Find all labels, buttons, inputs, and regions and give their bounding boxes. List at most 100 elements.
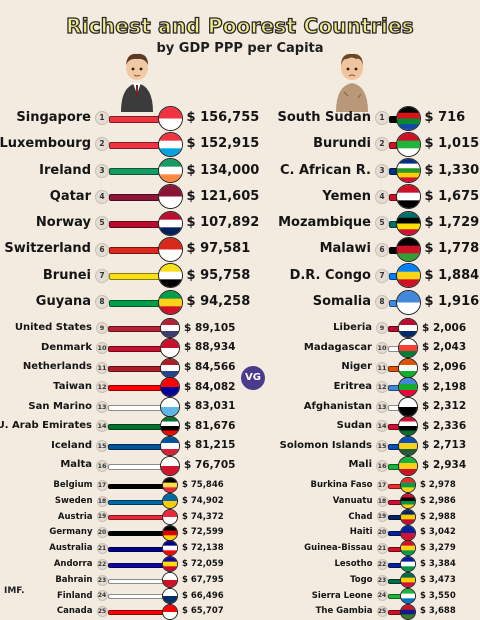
country-name: Taiwan — [53, 381, 92, 392]
country-name: Qatar — [49, 188, 91, 204]
flag-icon — [157, 184, 183, 210]
flag-icon — [395, 263, 421, 289]
value-label: $ 1,778 — [424, 241, 480, 257]
rank-badge: 17 — [96, 479, 108, 491]
flag-icon — [398, 416, 418, 437]
value-label: $ 74,372 — [182, 511, 224, 522]
rank-badge: 9 — [96, 322, 108, 335]
rank-badge: 25 — [376, 606, 388, 618]
rank-badge: 2 — [95, 137, 109, 152]
flag-icon — [398, 357, 418, 378]
connector-bar — [107, 578, 164, 584]
value-label: $ 83,031 — [184, 400, 236, 413]
rank-badge: 14 — [96, 420, 108, 433]
flag-icon — [160, 338, 180, 358]
rank-badge: 15 — [376, 440, 388, 452]
value-label: $ 88,934 — [184, 341, 236, 354]
value-label: $ 65,707 — [182, 606, 224, 617]
value-label: $ 3,279 — [420, 543, 456, 554]
flag-icon — [157, 263, 183, 289]
rank-badge: 18 — [96, 495, 108, 507]
value-label: $ 66,496 — [182, 590, 224, 601]
flag-icon — [400, 556, 416, 573]
connector-bar — [109, 247, 160, 254]
country-name: U. Arab Emirates — [0, 420, 92, 432]
rank-badge: 3 — [95, 163, 109, 178]
country-name: Yemen — [322, 188, 371, 204]
value-label: $ 2,988 — [420, 511, 456, 522]
country-name: Belgium — [53, 479, 93, 490]
value-label: $ 2,043 — [422, 341, 467, 354]
country-name: The Gambia — [315, 606, 373, 617]
rank-badge: 11 — [376, 361, 388, 374]
country-name: Bahrain — [55, 574, 93, 585]
connector-bar — [107, 610, 164, 616]
value-label: $ 2,934 — [422, 459, 467, 472]
connector-bar — [109, 141, 160, 149]
country-name: Singapore — [16, 109, 91, 125]
connector-bar — [109, 299, 160, 307]
value-label: $ 3,688 — [420, 606, 456, 617]
flag-icon — [395, 210, 421, 236]
value-label: $ 81,215 — [184, 439, 236, 452]
country-name: Andorra — [53, 558, 93, 569]
rank-badge: 6 — [375, 242, 389, 257]
flag-icon — [398, 318, 418, 339]
value-label: $ 2,713 — [422, 439, 467, 452]
flag-icon — [160, 396, 180, 417]
flag-icon — [160, 377, 180, 398]
rank-badge: 9 — [376, 322, 388, 335]
rank-badge: 21 — [376, 542, 388, 554]
flag-icon — [395, 158, 421, 184]
connector-bar — [108, 404, 162, 411]
value-label: $ 2,096 — [422, 361, 467, 374]
connector-bar — [108, 365, 162, 372]
flag-icon — [400, 540, 416, 557]
flag-icon — [400, 524, 416, 541]
country-name: Sierra Leone — [311, 590, 373, 601]
value-label: $ 2,336 — [422, 419, 467, 432]
rank-badge: 13 — [96, 400, 108, 413]
country-name: Malawi — [319, 241, 371, 257]
country-name: Iceland — [51, 439, 92, 451]
connector-bar — [109, 194, 160, 202]
flag-icon — [395, 237, 421, 262]
poor-man-avatar-icon — [336, 53, 368, 112]
country-name: D.R. Congo — [289, 267, 371, 283]
country-name: Canada — [56, 606, 93, 617]
value-label: $ 3,042 — [420, 527, 456, 538]
rank-badge: 10 — [96, 342, 108, 354]
value-label: $ 716 — [424, 109, 466, 125]
country-name: Guyana — [35, 294, 91, 310]
chart-title: Richest and Poorest Countries — [65, 13, 414, 38]
rank-badge: 23 — [96, 574, 108, 586]
country-name: Afghanistan — [303, 400, 372, 412]
flag-icon — [395, 105, 421, 131]
country-name: Chad — [348, 511, 373, 522]
flag-icon — [157, 237, 183, 262]
rank-badge: 17 — [376, 479, 388, 491]
rank-badge: 14 — [376, 420, 388, 433]
country-name: Germany — [49, 527, 93, 538]
flag-icon — [398, 455, 418, 476]
value-label: $ 84,082 — [184, 380, 236, 393]
connector-bar — [108, 346, 162, 352]
rank-badge: 6 — [95, 242, 109, 257]
country-name: San Marino — [28, 400, 92, 412]
country-name: Togo — [350, 574, 373, 585]
flag-icon — [400, 477, 416, 494]
rank-badge: 1 — [375, 111, 389, 125]
flag-icon — [162, 540, 178, 557]
value-label: $ 72,138 — [182, 543, 224, 554]
value-label: $ 72,059 — [182, 558, 224, 569]
flag-icon — [157, 289, 183, 315]
country-name: Burkina Faso — [310, 479, 373, 490]
country-name: Mali — [348, 459, 372, 471]
rank-badge: 2 — [375, 137, 389, 152]
country-name: Burundi — [313, 136, 371, 152]
country-name: Brunei — [42, 267, 91, 283]
value-label: $ 152,915 — [186, 136, 260, 152]
country-name: Lesotho — [334, 558, 373, 569]
connector-bar — [108, 326, 162, 333]
country-name: Norway — [35, 215, 91, 231]
